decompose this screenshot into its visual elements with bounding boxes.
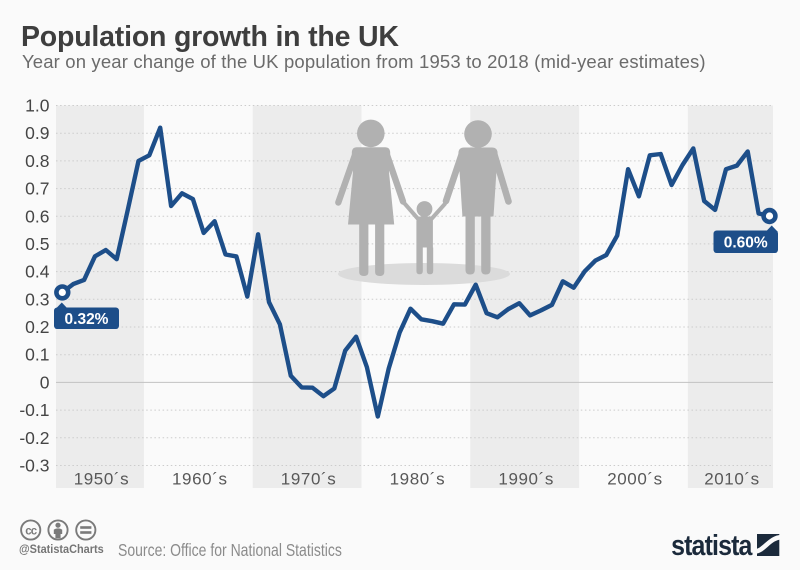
svg-text:-0.1: -0.1: [19, 400, 49, 420]
svg-text:1970´s: 1970´s: [281, 470, 337, 489]
svg-text:1960´s: 1960´s: [172, 470, 228, 489]
svg-text:0.8: 0.8: [25, 151, 49, 171]
svg-text:-0.3: -0.3: [19, 456, 49, 476]
svg-text:0.2: 0.2: [25, 317, 49, 337]
svg-text:2010´s: 2010´s: [704, 470, 760, 489]
svg-text:-0.2: -0.2: [19, 428, 49, 448]
svg-text:2000´s: 2000´s: [607, 470, 663, 489]
svg-text:0.60%: 0.60%: [724, 234, 768, 251]
svg-text:0.7: 0.7: [25, 179, 49, 199]
svg-text:1990´s: 1990´s: [498, 470, 554, 489]
svg-text:0.5: 0.5: [25, 234, 49, 254]
svg-text:0.1: 0.1: [25, 345, 49, 365]
svg-text:0.32%: 0.32%: [65, 311, 109, 328]
svg-text:0.4: 0.4: [25, 262, 50, 282]
svg-text:0.6: 0.6: [25, 206, 49, 226]
svg-text:1950´s: 1950´s: [74, 470, 130, 489]
svg-text:0.9: 0.9: [25, 123, 49, 143]
svg-text:0: 0: [40, 372, 50, 392]
svg-text:0.3: 0.3: [25, 289, 49, 309]
svg-text:1980´s: 1980´s: [390, 470, 446, 489]
svg-text:cc: cc: [25, 525, 37, 537]
svg-text:1.0: 1.0: [25, 96, 50, 116]
